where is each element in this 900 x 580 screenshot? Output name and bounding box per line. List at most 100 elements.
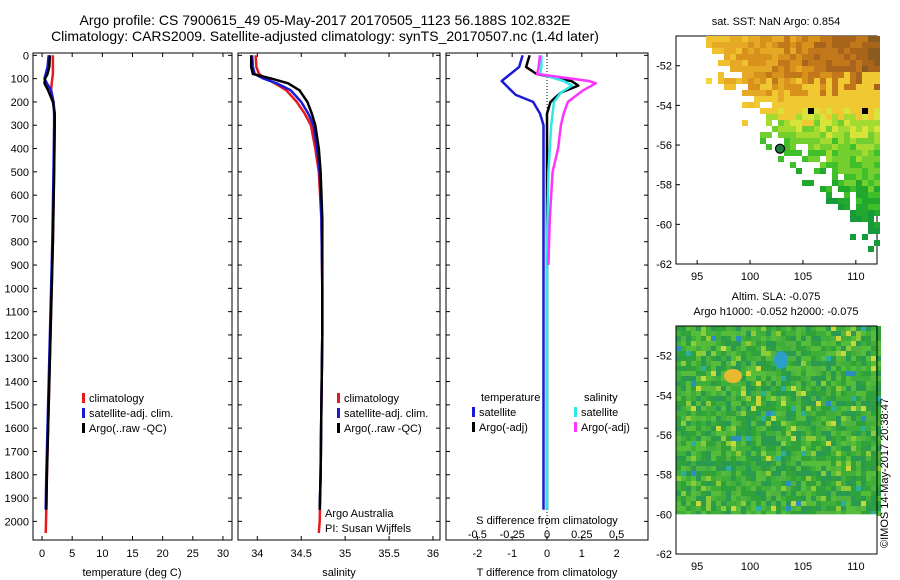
sla-cell — [691, 476, 696, 481]
sst-cell — [790, 72, 796, 78]
sst-cell — [844, 60, 850, 66]
depth-tick-label: 400 — [11, 144, 29, 156]
sla-cell — [856, 406, 861, 411]
sla-cell — [876, 326, 881, 331]
sla-cell — [766, 441, 771, 446]
sla-cell — [756, 361, 761, 366]
sla-cell — [861, 346, 866, 351]
sla-cell — [756, 351, 761, 356]
sla-cell — [761, 366, 766, 371]
sla-cell — [761, 386, 766, 391]
sst-cell — [856, 114, 862, 120]
sla-cell — [846, 486, 851, 491]
sla-cell — [691, 351, 696, 356]
sst-cell — [874, 174, 880, 180]
sla-cell — [766, 391, 771, 396]
sla-cell — [816, 426, 821, 431]
sst-cell — [868, 54, 874, 60]
sla-cell — [841, 481, 846, 486]
sla-cell — [726, 451, 731, 456]
sla-cell — [846, 331, 851, 336]
sla-cell — [696, 336, 701, 341]
sst-cell — [718, 78, 724, 84]
sla-cell — [701, 496, 706, 501]
sla-cell — [701, 371, 706, 376]
sla-cell — [816, 441, 821, 446]
sla-cell — [721, 391, 726, 396]
sla-cell — [866, 421, 871, 426]
sla-cell — [721, 501, 726, 506]
sla-cell — [796, 461, 801, 466]
sla-cell — [731, 431, 736, 436]
sst-cell — [724, 48, 730, 54]
sla-cell — [811, 361, 816, 366]
sla-cell — [786, 366, 791, 371]
sla-cell — [786, 426, 791, 431]
sla-cell — [806, 471, 811, 476]
sst-cell — [730, 36, 736, 42]
x-tick-label: 35 — [339, 548, 351, 560]
sla-cell — [721, 486, 726, 491]
sla-map-title: Altim. SLA: -0.075 — [732, 291, 821, 303]
sla-cell — [721, 351, 726, 356]
sla-cell — [731, 341, 736, 346]
sla-cell — [831, 356, 836, 361]
sla-cell — [821, 456, 826, 461]
sst-cell — [814, 102, 820, 108]
sla-cell — [776, 431, 781, 436]
sla-cell — [716, 326, 721, 331]
sst-cell — [820, 120, 826, 126]
sla-cell — [866, 481, 871, 486]
sla-cell — [871, 426, 876, 431]
sla-cell — [686, 361, 691, 366]
sla-cell — [691, 376, 696, 381]
sla-cell — [756, 411, 761, 416]
sla-cell — [776, 396, 781, 401]
sla-cell — [771, 336, 776, 341]
sla-cell — [841, 356, 846, 361]
sst-cell — [856, 162, 862, 168]
sst-cell — [838, 102, 844, 108]
sst-cell — [796, 60, 802, 66]
sla-cell — [686, 351, 691, 356]
sla-cell — [701, 341, 706, 346]
sla-cell — [866, 456, 871, 461]
sst-map-panel: sat. SST: NaN Argo: 0.854-52-54-56-58-60… — [656, 16, 880, 283]
sla-cell — [711, 421, 716, 426]
sla-cell — [781, 436, 786, 441]
sla-cell — [811, 496, 816, 501]
sst-cell — [826, 90, 832, 96]
sla-cell — [831, 326, 836, 331]
sla-cell — [781, 511, 786, 516]
sla-cell — [741, 391, 746, 396]
sla-cell — [781, 481, 786, 486]
sla-cell — [766, 481, 771, 486]
sla-cell — [801, 361, 806, 366]
sla-cell — [676, 376, 681, 381]
sla-cell — [786, 356, 791, 361]
sla-cell — [726, 401, 731, 406]
sla-cell — [801, 426, 806, 431]
sla-cell — [836, 481, 841, 486]
sla-cell — [746, 421, 751, 426]
sla-cell — [841, 511, 846, 516]
sla-cell — [801, 446, 806, 451]
sla-cell — [861, 496, 866, 501]
sst-cell — [850, 132, 856, 138]
sst-cell — [850, 36, 856, 42]
sla-cell — [841, 466, 846, 471]
sla-cell — [696, 446, 701, 451]
sst-cell — [850, 234, 856, 240]
sla-cell — [681, 381, 686, 386]
sla-cell — [856, 346, 861, 351]
sst-cell — [862, 48, 868, 54]
sla-cell — [696, 481, 701, 486]
sla-cell — [691, 356, 696, 361]
sla-cell — [836, 326, 841, 331]
sla-cell — [861, 461, 866, 466]
sla-cell — [791, 511, 796, 516]
sla-cell — [851, 336, 856, 341]
sla-cell — [851, 431, 856, 436]
sst-cell — [868, 84, 874, 90]
sla-cell — [721, 396, 726, 401]
